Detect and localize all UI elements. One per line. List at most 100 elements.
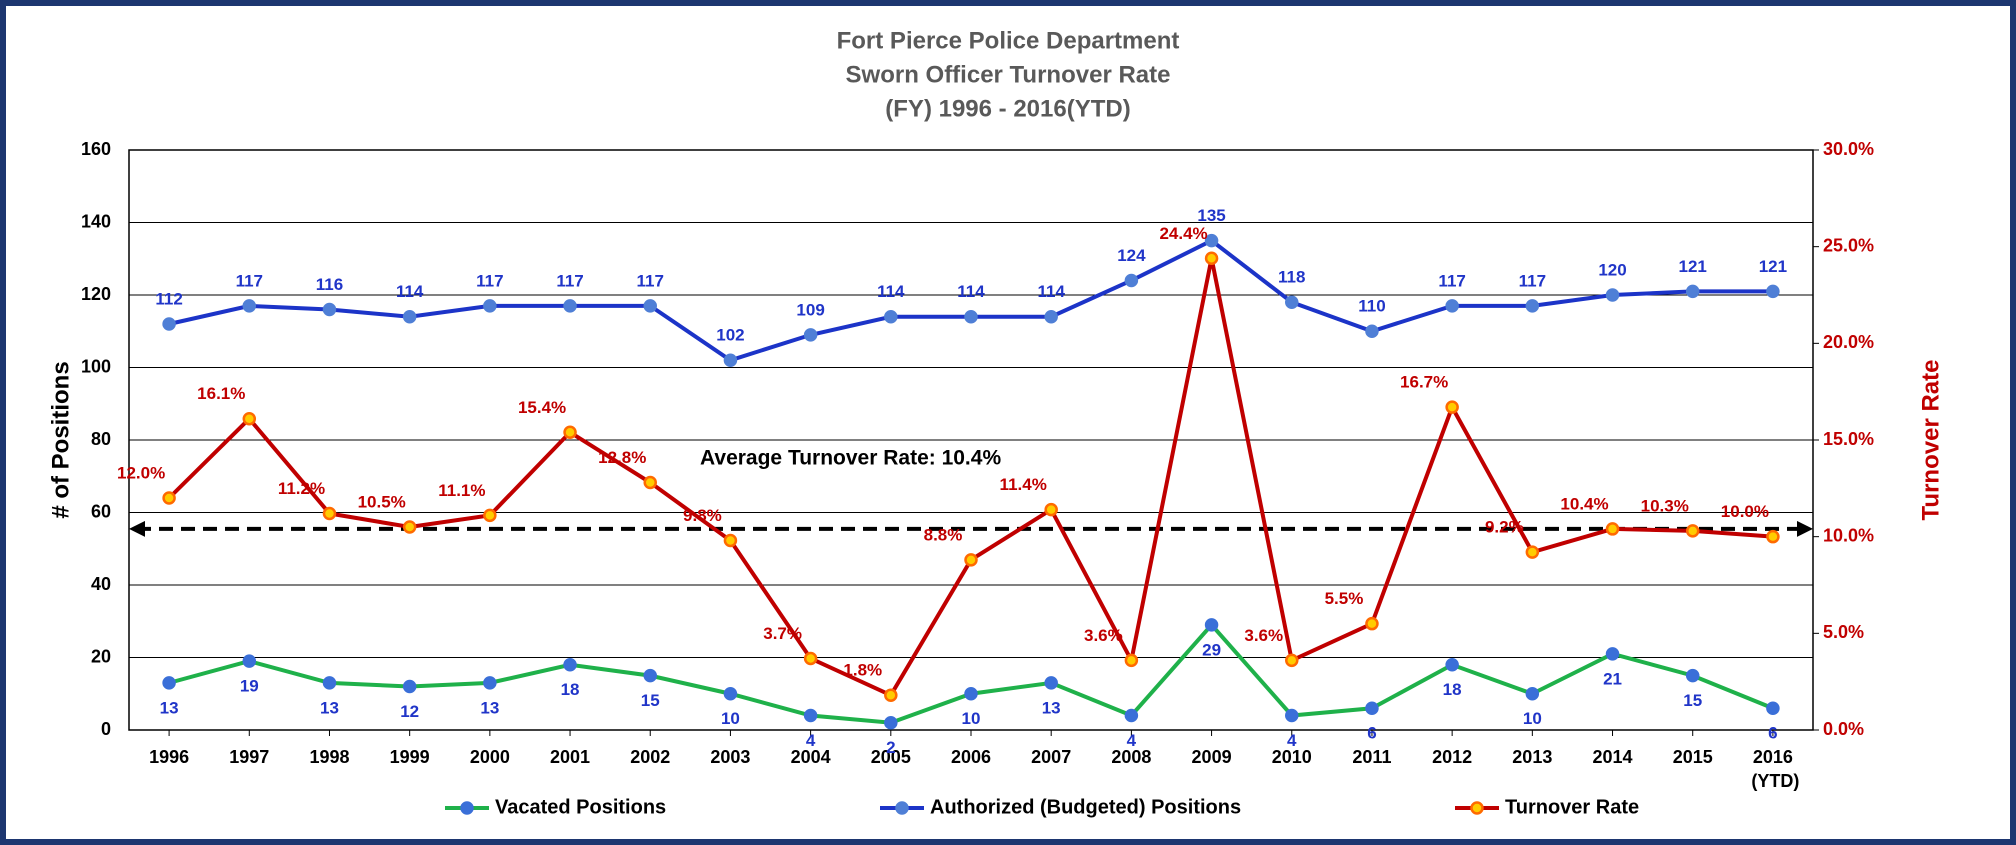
data-label: 5.5% [1325, 589, 1364, 608]
y-tick-label: 60 [91, 501, 111, 521]
point-marker [1204, 233, 1219, 248]
point-marker [803, 328, 818, 342]
point-marker [1285, 653, 1299, 668]
point-marker [242, 299, 257, 313]
point-marker [1766, 529, 1780, 544]
data-label: 3.6% [1084, 626, 1123, 645]
x-tick-label: 2004 [791, 747, 831, 767]
y-tick-label: 140 [81, 211, 111, 231]
y2-tick-label: 25.0% [1823, 235, 1874, 255]
data-label: 6 [1367, 724, 1376, 743]
legend-label: Vacated Positions [495, 796, 666, 818]
data-label: 10 [962, 709, 981, 728]
x-tick-label: 2005 [871, 747, 911, 767]
point-marker [1204, 251, 1219, 266]
y2-axis-label: Turnover Rate [1917, 360, 1944, 521]
point-marker [563, 299, 577, 313]
point-marker [1044, 310, 1058, 324]
data-label: 18 [1443, 680, 1462, 699]
data-label: 12 [400, 702, 419, 721]
y2-tick-label: 30.0% [1823, 139, 1874, 159]
point-marker [1685, 284, 1700, 299]
point-marker [1685, 524, 1700, 538]
data-label: 124 [1117, 246, 1146, 265]
data-label: 4 [1287, 731, 1297, 750]
x-tick-label: 1997 [229, 747, 269, 767]
y-tick-label: 0 [101, 719, 111, 739]
x-tick-label: 2009 [1192, 747, 1232, 767]
point-marker [1445, 658, 1459, 672]
data-label: 13 [1042, 698, 1061, 717]
x-tick-label: 2001 [550, 747, 590, 767]
point-marker [1685, 668, 1700, 683]
average-label: Average Turnover Rate: 10.4% [700, 447, 1001, 470]
data-label: 114 [957, 282, 985, 301]
data-label: 11.2% [278, 479, 325, 498]
point-marker [884, 310, 898, 324]
data-label: 114 [396, 282, 424, 301]
point-marker [1445, 400, 1459, 414]
point-marker [1525, 545, 1540, 559]
data-label: 13 [160, 698, 179, 717]
y2-tick-label: 20.0% [1823, 332, 1874, 352]
y-axis-label: # of Positions [47, 361, 74, 518]
data-label: 117 [236, 271, 263, 290]
x-tick-label: 2006 [951, 747, 991, 767]
data-label: 117 [1438, 271, 1465, 290]
point-marker [723, 533, 738, 548]
data-label: 4 [806, 731, 816, 750]
point-marker [964, 310, 978, 324]
point-marker [242, 411, 257, 426]
data-label: 3.7% [763, 624, 802, 643]
x-tick-label: 2012 [1432, 747, 1472, 767]
point-marker [884, 688, 898, 702]
data-label: 4 [1127, 731, 1137, 750]
point-marker [162, 491, 176, 505]
data-label: 11.4% [1000, 475, 1047, 494]
point-marker [563, 658, 577, 672]
data-label: 12.8% [598, 448, 646, 467]
point-marker [1365, 616, 1379, 631]
data-label: 116 [316, 275, 343, 294]
point-marker [723, 687, 738, 701]
data-label: 121 [1759, 257, 1787, 276]
point-marker [1766, 701, 1780, 715]
point-marker [1044, 676, 1058, 690]
point-marker [803, 651, 818, 666]
y2-tick-label: 0.0% [1823, 719, 1864, 739]
data-label: 13 [320, 698, 339, 717]
point-marker [162, 676, 176, 690]
point-marker [643, 668, 657, 683]
point-marker [964, 687, 978, 701]
point-marker [1605, 288, 1620, 302]
y2-tick-label: 10.0% [1823, 525, 1874, 545]
point-marker [1525, 299, 1540, 313]
y-tick-label: 80 [91, 429, 111, 449]
x-tick-label: 2011 [1352, 747, 1391, 767]
y-tick-label: 120 [81, 284, 111, 304]
legend-marker [460, 801, 474, 815]
point-marker [322, 302, 337, 317]
point-marker [723, 353, 738, 367]
point-marker [884, 716, 898, 730]
data-label: 117 [637, 271, 664, 290]
x-tick-label: 1999 [390, 747, 430, 767]
x-tick-label: 2003 [710, 747, 750, 767]
chart-title: Fort Pierce Police Department [837, 27, 1180, 54]
data-label: 3.6% [1244, 626, 1283, 645]
y-tick-label: 100 [81, 356, 111, 376]
legend-marker [1470, 801, 1484, 815]
x-tick-label: 2014 [1593, 747, 1633, 767]
data-label: 10 [721, 709, 740, 728]
data-label: 29 [1202, 640, 1221, 659]
legend-label: Turnover Rate [1505, 796, 1639, 818]
data-label: 18 [561, 680, 580, 699]
data-label: 11.1% [438, 481, 485, 500]
data-label: 10.5% [358, 492, 406, 511]
data-label: 9.2% [1485, 518, 1524, 537]
point-marker [1766, 284, 1780, 299]
data-label: 118 [1278, 268, 1305, 287]
data-label: 10.0% [1721, 502, 1769, 521]
data-label: 109 [796, 300, 824, 319]
